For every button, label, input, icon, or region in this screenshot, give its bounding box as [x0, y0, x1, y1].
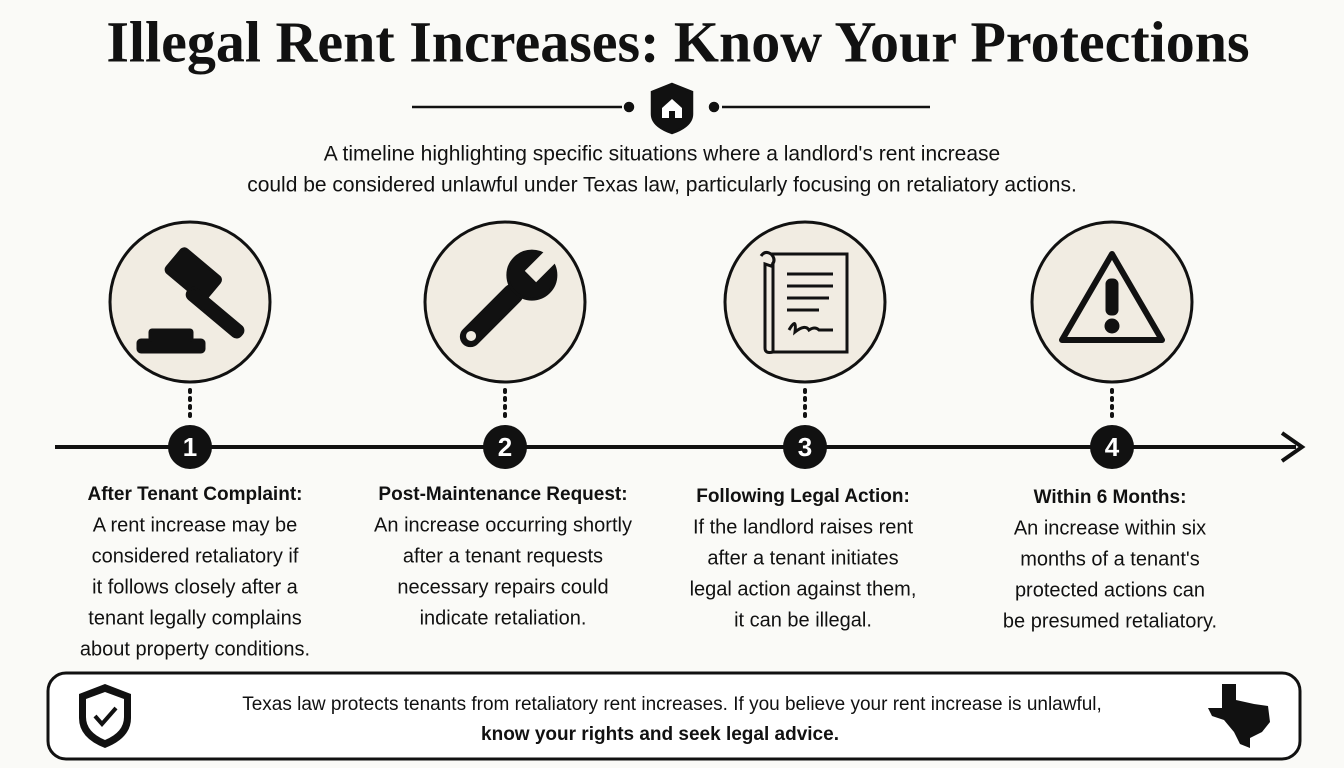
step-number: 3: [798, 432, 812, 462]
step-body-line: A rent increase may be: [93, 514, 298, 536]
step-body-line: legal action against them,: [690, 578, 917, 600]
step-badge: [168, 425, 212, 469]
footer-box: [46, 671, 1302, 761]
step-body-line: necessary repairs could: [397, 576, 608, 598]
step-body-line: An increase occurring shortly: [374, 514, 632, 536]
title: Illegal Rent Increases: Know Your Protec…: [106, 9, 1249, 74]
step-body-line: protected actions can: [1015, 579, 1205, 601]
ornament: [412, 82, 930, 135]
warning-icon: [1059, 251, 1165, 343]
step-body-line: be presumed retaliatory.: [1003, 610, 1217, 632]
step-title: Following Legal Action:: [696, 486, 910, 507]
shield-check-icon: [79, 684, 131, 748]
step-body-line: months of a tenant's: [1020, 548, 1199, 570]
subtitle-line: A timeline highlighting specific situati…: [324, 143, 1000, 166]
icons: [136, 247, 1165, 354]
step-title: Within 6 Months:: [1034, 487, 1187, 508]
step-title: After Tenant Complaint:: [88, 484, 303, 505]
step-number: 1: [183, 432, 197, 462]
step-body-line: indicate retaliation.: [420, 607, 587, 629]
step-body-line: about property conditions.: [80, 638, 310, 660]
step-body-line: If the landlord raises rent: [693, 516, 914, 538]
step-body-line: after a tenant initiates: [707, 547, 898, 569]
wrench-icon: [459, 249, 558, 348]
step-badge: [1090, 425, 1134, 469]
step-body-line: it can be illegal.: [734, 609, 872, 631]
footer-text: Texas law protects tenants from retaliat…: [242, 694, 1102, 715]
icon-circle: [723, 220, 887, 384]
step-body-line: considered retaliatory if: [92, 545, 299, 567]
step-badge: [783, 425, 827, 469]
subtitle-line: could be considered unlawful under Texas…: [247, 174, 1077, 197]
step-body-line: An increase within six: [1014, 517, 1206, 539]
step-body-line: it follows closely after a: [92, 576, 299, 598]
timeline: 1 After Tenant Complaint: A rent increase …: [55, 388, 1306, 660]
footer-emphasis: know your rights and seek legal advice.: [481, 724, 839, 745]
timeline-arrow: [1280, 431, 1306, 463]
step-badge: [483, 425, 527, 469]
step-number: 4: [1105, 432, 1120, 462]
step-number: 2: [498, 432, 512, 462]
icon-circle: [108, 220, 272, 384]
document-icon: [759, 250, 849, 354]
gavel-icon: [136, 247, 245, 354]
step-body-line: after a tenant requests: [403, 545, 603, 567]
texas-icon: [1208, 684, 1270, 748]
step-title: Post-Maintenance Request:: [378, 484, 627, 505]
step-body-line: tenant legally complains: [88, 607, 301, 629]
